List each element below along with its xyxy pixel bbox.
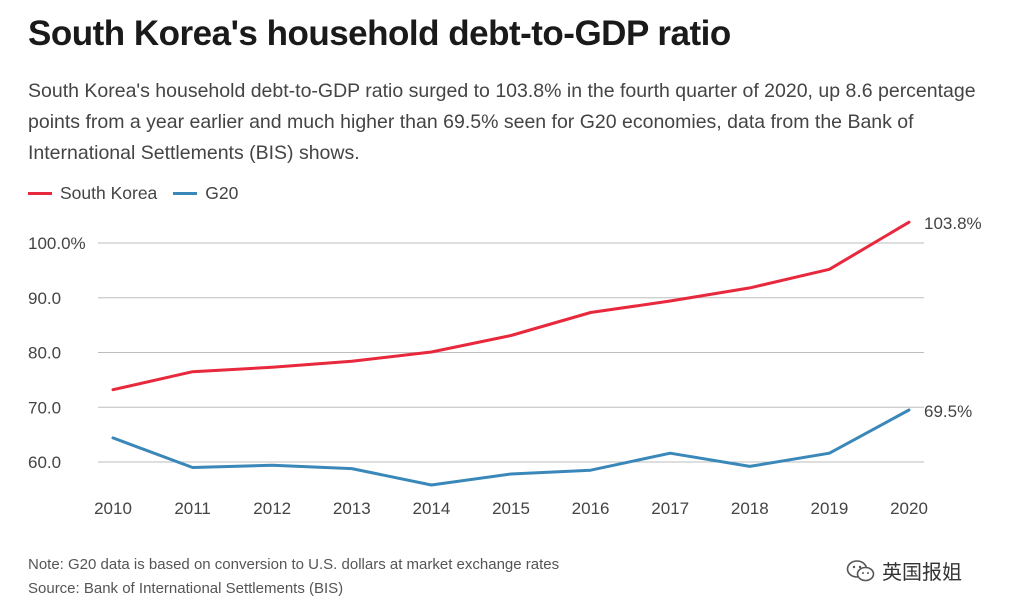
- data-point-south-korea: [509, 334, 513, 337]
- data-point-south-korea: [271, 366, 274, 369]
- data-point-south-korea: [191, 370, 194, 373]
- data-point-g20: [748, 465, 751, 468]
- x-tick-label: 2013: [333, 499, 371, 518]
- data-point-g20: [669, 452, 672, 455]
- legend-swatch-g20: [173, 192, 198, 195]
- x-tick-label: 2016: [572, 499, 610, 518]
- y-tick-label: 80.0: [28, 344, 61, 363]
- data-point-g20: [271, 464, 274, 467]
- wechat-icon: [846, 559, 875, 581]
- data-point-g20: [350, 467, 353, 470]
- data-point-south-korea: [748, 286, 751, 290]
- x-tick-label: 2020: [890, 499, 928, 518]
- source-text: Source: Bank of International Settlement…: [28, 580, 344, 597]
- legend: South Korea G20: [28, 183, 254, 204]
- x-tick-label: 2010: [94, 499, 132, 518]
- watermark: 英国报姐: [846, 556, 962, 585]
- data-point-south-korea: [430, 350, 433, 354]
- y-tick-label: 90.0: [28, 289, 61, 308]
- data-point-g20: [509, 472, 513, 476]
- data-point-g20: [828, 452, 831, 455]
- legend-label-g20: G20: [205, 183, 239, 203]
- data-point-g20: [191, 466, 194, 469]
- chart-title: South Korea's household debt-to-GDP rati…: [28, 14, 731, 53]
- y-tick-label: 60.0: [28, 453, 61, 472]
- end-value-label: 69.5%: [924, 402, 972, 421]
- watermark-text: 英国报姐: [882, 562, 962, 584]
- legend-item-south-korea: South Korea: [28, 183, 157, 204]
- x-tick-label: 2018: [731, 499, 769, 518]
- data-point-south-korea: [350, 360, 353, 363]
- data-point-south-korea: [111, 388, 115, 391]
- end-value-label: 103.8%: [924, 214, 982, 233]
- data-point-g20: [111, 436, 115, 440]
- x-tick-label: 2011: [174, 499, 211, 518]
- data-point-south-korea: [828, 268, 831, 271]
- x-tick-label: 2015: [492, 499, 530, 518]
- legend-item-g20: G20: [173, 183, 238, 204]
- series-line-south-korea: [111, 220, 911, 392]
- chart-subtitle: South Korea's household debt-to-GDP rati…: [28, 80, 976, 164]
- x-tick-label: 2012: [253, 499, 291, 518]
- x-tick-label: 2017: [651, 499, 689, 518]
- data-point-g20: [589, 469, 592, 472]
- legend-swatch-south-korea: [28, 192, 52, 195]
- data-point-g20: [430, 483, 433, 487]
- y-tick-label: 70.0: [28, 398, 61, 417]
- data-point-south-korea: [589, 311, 592, 314]
- note-text: Note: G20 data is based on conversion to…: [28, 556, 560, 573]
- y-tick-label: 100.0%: [28, 234, 86, 253]
- data-point-south-korea: [669, 299, 672, 303]
- footnotes: Note: G20 data is based on conversion to…: [28, 553, 559, 601]
- x-tick-label: 2014: [412, 499, 450, 518]
- legend-label-south-korea: South Korea: [60, 183, 158, 203]
- data-point-south-korea: [907, 220, 911, 224]
- x-tick-label: 2019: [810, 499, 848, 518]
- data-point-g20: [907, 408, 911, 412]
